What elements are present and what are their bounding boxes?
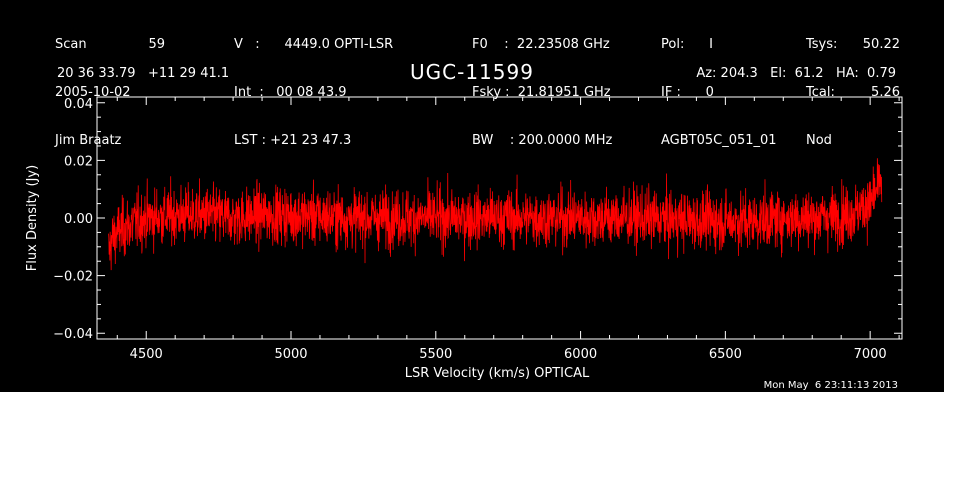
sky-frequency-line: Fsky : 21.81951 GHz bbox=[472, 85, 611, 100]
header-col-scan: Scan 59 2005-10-02 Jim Braatz bbox=[55, 5, 165, 181]
x-axis-label: LSR Velocity (km/s) OPTICAL bbox=[405, 366, 590, 381]
project-id: AGBT05C_051_01 bbox=[661, 133, 777, 148]
spectrum-plot-panel: Scan 59 2005-10-02 Jim Braatz V : 4449.0 … bbox=[0, 0, 944, 392]
y-tick-label: 0.02 bbox=[64, 154, 93, 169]
scan-label: Scan bbox=[55, 37, 87, 52]
y-tick-label: −0.04 bbox=[53, 327, 93, 342]
spectrum-series-line bbox=[108, 158, 883, 271]
x-axis-ticks: 4500 5000 5500 6000 6500 7000 bbox=[116, 97, 900, 362]
x-tick-label: 5000 bbox=[274, 347, 307, 362]
x-tick-label: 6000 bbox=[564, 347, 597, 362]
observer-name: Jim Braatz bbox=[55, 133, 122, 148]
velocity-line: V : 4449.0 OPTI-LSR bbox=[234, 37, 394, 52]
y-axis-ticks: 0.04 0.02 0.00 −0.02 −0.04 bbox=[53, 97, 902, 342]
y-axis-label: Flux Density (Jy) bbox=[25, 165, 40, 271]
header-col-system: Tsys: 50.22 Tcal: 5.26 Nod bbox=[806, 5, 900, 181]
x-tick-label: 4500 bbox=[130, 347, 163, 362]
x-tick-label: 6500 bbox=[709, 347, 742, 362]
if-line: IF : 0 bbox=[661, 85, 714, 100]
tsys-label: Tsys: bbox=[806, 37, 838, 52]
tsys-value: 50.22 bbox=[862, 37, 900, 52]
y-tick-label: 0.04 bbox=[64, 97, 93, 112]
x-tick-label: 5500 bbox=[419, 347, 452, 362]
polarization-line: Pol: I bbox=[661, 37, 713, 52]
lst-line: LST : +21 23 47.3 bbox=[234, 133, 352, 148]
integration-line: Int : 00 08 43.9 bbox=[234, 85, 347, 100]
observation-date: 2005-10-02 bbox=[55, 85, 131, 100]
spectrum-chart: 4500 5000 5500 6000 6500 7000 0.04 0.02 0.00 −0.… bbox=[25, 96, 903, 381]
source-coordinates: 20 36 33.79 +11 29 41.1 bbox=[57, 66, 230, 81]
header-col-frequency: F0 : 22.23508 GHz Fsky : 21.81951 GHz BW… bbox=[472, 5, 612, 181]
header-col-velocity: V : 4449.0 OPTI-LSR Int : 00 08 43.9 LST… bbox=[234, 5, 393, 181]
header-col-polarization: Pol: I IF : 0 AGBT05C_051_01 bbox=[661, 5, 777, 181]
y-tick-label: −0.02 bbox=[53, 270, 93, 285]
switching-mode: Nod bbox=[806, 133, 832, 148]
x-tick-label: 7000 bbox=[854, 347, 887, 362]
spectrum-trace-layer bbox=[108, 158, 883, 271]
scan-value: 59 bbox=[148, 37, 165, 52]
rest-frequency-line: F0 : 22.23508 GHz bbox=[472, 37, 610, 52]
tcal-value: 5.26 bbox=[871, 85, 900, 100]
pointing-info: Az: 204.3 El: 61.2 HA: 0.79 bbox=[696, 66, 896, 81]
timestamp: Mon May 6 23:11:13 2013 bbox=[763, 380, 898, 391]
source-title: UGC-11599 bbox=[410, 60, 534, 84]
bandwidth-line: BW : 200.0000 MHz bbox=[472, 133, 613, 148]
tcal-label: Tcal: bbox=[806, 85, 835, 100]
y-tick-label: 0.00 bbox=[64, 212, 93, 227]
